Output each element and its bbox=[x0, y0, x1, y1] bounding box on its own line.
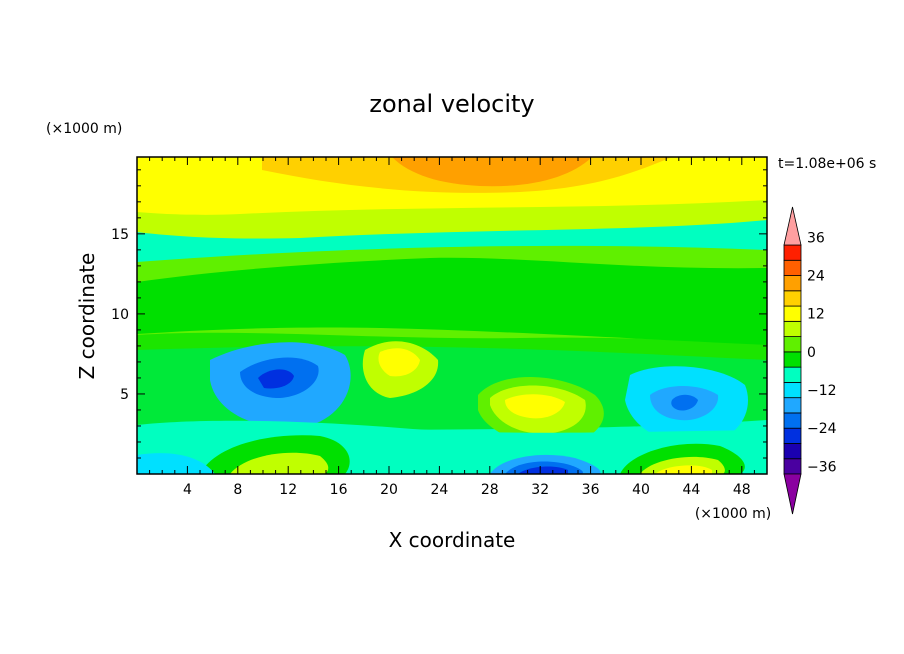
colorbar-swatch bbox=[783, 397, 802, 414]
colorbar-swatch bbox=[783, 381, 802, 399]
colorbar-swatch bbox=[783, 412, 802, 429]
colorbar-tick-label: 0 bbox=[807, 345, 816, 361]
colorbar-swatch bbox=[783, 336, 802, 353]
colorbar-swatch bbox=[783, 458, 802, 475]
colorbar-swatch bbox=[783, 290, 802, 307]
y-tick-label: 5 bbox=[120, 387, 129, 403]
x-tick-label: 4 bbox=[183, 482, 192, 498]
colorbar-swatch bbox=[783, 443, 802, 460]
colorbar-lower-triangle bbox=[783, 473, 802, 515]
x-tick-label: 36 bbox=[582, 482, 600, 498]
x-tick-label: 12 bbox=[279, 482, 297, 498]
x-axis-label: X coordinate bbox=[389, 528, 516, 552]
y-axis-label: Z coordinate bbox=[75, 253, 99, 380]
colorbar-swatch bbox=[783, 244, 802, 261]
colorbar-swatch bbox=[783, 320, 802, 338]
x-tick-label: 8 bbox=[233, 482, 242, 498]
colorbar-upper-triangle bbox=[783, 206, 802, 246]
colorbar-swatch bbox=[783, 427, 802, 444]
y-unit-label: (×1000 m) bbox=[46, 121, 122, 137]
colorbar-tick-label: −24 bbox=[807, 421, 837, 437]
x-tick-label: 40 bbox=[632, 482, 650, 498]
colorbar-swatch bbox=[783, 351, 802, 368]
colorbar-tick-label: −12 bbox=[807, 383, 837, 399]
colorbar-tick-label: 36 bbox=[807, 230, 825, 246]
colorbar-swatch bbox=[783, 305, 802, 322]
y-tick-label: 15 bbox=[111, 227, 129, 243]
colorbar-tick-label: 12 bbox=[807, 307, 825, 323]
contour-field bbox=[137, 157, 767, 474]
x-tick-label: 20 bbox=[380, 482, 398, 498]
x-tick-label: 28 bbox=[481, 482, 499, 498]
colorbar-tick-label: −36 bbox=[807, 459, 837, 475]
colorbar-swatch bbox=[783, 366, 802, 383]
chart-title: zonal velocity bbox=[369, 90, 534, 118]
x-tick-label: 24 bbox=[430, 482, 448, 498]
x-tick-label: 44 bbox=[682, 482, 700, 498]
colorbar-tick-label: 24 bbox=[807, 269, 825, 285]
colorbar-swatch bbox=[783, 275, 802, 292]
x-axis-ticks: 4 8 12 16 20 24 28 32 36 40 44 48 bbox=[149, 157, 755, 498]
x-tick-label: 48 bbox=[733, 482, 751, 498]
y-axis-ticks: 5 10 15 bbox=[111, 169, 767, 459]
time-label: t=1.08e+06 s bbox=[778, 156, 876, 172]
x-tick-label: 32 bbox=[531, 482, 549, 498]
colorbar: 36 24 12 0 −12 −24 −36 bbox=[783, 206, 837, 515]
y-tick-label: 10 bbox=[111, 307, 129, 323]
colorbar-swatch bbox=[783, 259, 802, 276]
x-unit-label: (×1000 m) bbox=[695, 506, 771, 522]
x-tick-label: 16 bbox=[330, 482, 348, 498]
